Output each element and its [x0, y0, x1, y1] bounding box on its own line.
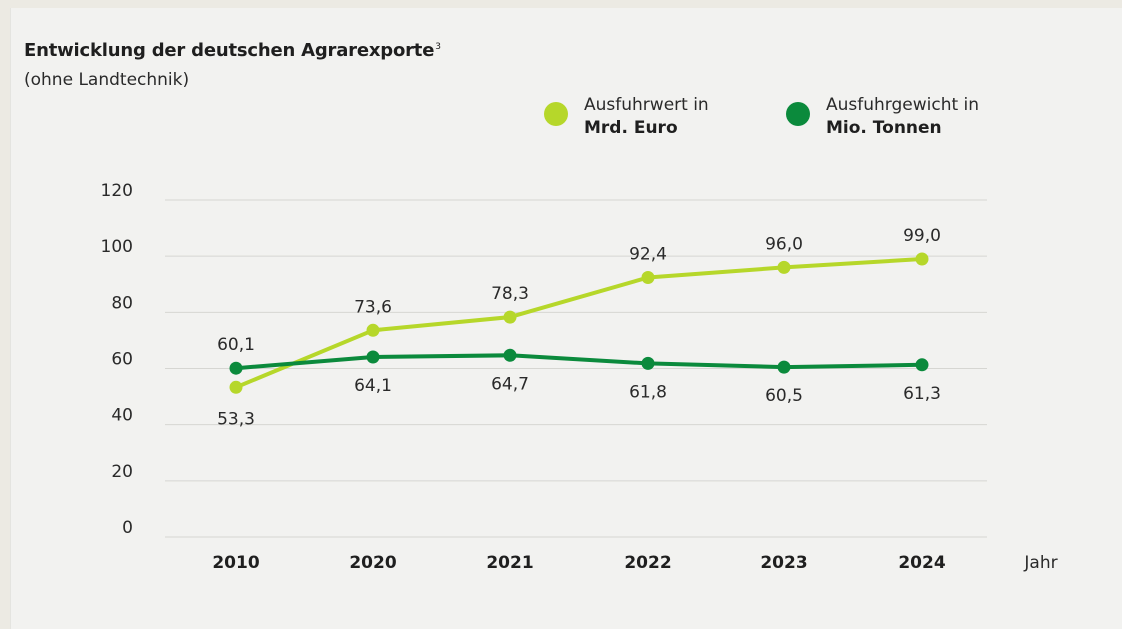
chart-subtitle: (ohne Landtechnik)	[24, 70, 190, 90]
data-point	[503, 310, 517, 324]
y-tick-label: 20	[111, 462, 133, 482]
legend-weight-line2: Mio. Tonnen	[826, 118, 942, 138]
x-axis-unit: Jahr	[1023, 553, 1057, 573]
y-tick-label: 60	[111, 350, 133, 370]
chart-title-text: Entwicklung der deutschen Agrarexporte	[24, 40, 435, 61]
legend-label-weight: Ausfuhrgewicht in Mio. Tonnen	[826, 94, 979, 140]
legend-marker-value	[544, 102, 568, 126]
data-label: 99,0	[903, 226, 941, 246]
series-line	[234, 353, 924, 371]
data-label: 78,3	[491, 284, 529, 304]
legend-marker-weight	[786, 102, 810, 126]
chart-title: Entwicklung der deutschen Agrarexporte3	[24, 40, 441, 61]
y-tick-label: 40	[111, 406, 133, 426]
data-label: 96,0	[765, 234, 803, 254]
data-point	[915, 252, 929, 266]
x-tick-label: 2022	[624, 553, 671, 573]
y-tick-label: 100	[101, 237, 133, 257]
data-point	[229, 361, 243, 375]
data-label: 64,1	[354, 376, 392, 396]
data-point	[777, 260, 791, 274]
data-point	[641, 271, 655, 284]
legend-weight-line1: Ausfuhrgewicht in	[826, 95, 980, 115]
y-tick-label: 120	[101, 181, 133, 201]
data-label: 60,1	[217, 335, 255, 355]
y-tick-label: 80	[111, 293, 133, 313]
data-label: 64,7	[491, 374, 529, 394]
y-tick-label: 0	[122, 518, 133, 538]
series-line	[234, 257, 924, 390]
data-label: 73,6	[354, 297, 392, 317]
legend-value-line1: Ausfuhrwert in	[584, 95, 709, 115]
data-point	[366, 350, 380, 364]
data-point	[915, 358, 929, 372]
data-label: 61,3	[903, 384, 941, 404]
title-footnote: 3	[435, 42, 441, 52]
legend-item-value: Ausfuhrwert in Mrd. Euro	[544, 94, 709, 140]
legend-item-weight: Ausfuhrgewicht in Mio. Tonnen	[786, 94, 979, 140]
x-tick-label: 2024	[898, 553, 945, 573]
legend-value-line2: Mrd. Euro	[584, 118, 678, 138]
data-point	[366, 323, 380, 337]
x-tick-label: 2020	[349, 553, 396, 573]
data-point	[641, 356, 655, 370]
x-tick-label: 2021	[486, 553, 533, 573]
x-tick-label: 2023	[760, 553, 807, 573]
data-point	[503, 348, 517, 362]
data-label: 60,5	[765, 386, 803, 406]
x-tick-label: 2010	[212, 553, 259, 573]
data-label: 92,4	[629, 245, 667, 265]
data-point	[229, 380, 243, 394]
legend-label-value: Ausfuhrwert in Mrd. Euro	[584, 94, 709, 140]
data-label: 61,8	[629, 382, 667, 402]
data-point	[777, 360, 791, 374]
data-label: 53,3	[217, 409, 255, 429]
